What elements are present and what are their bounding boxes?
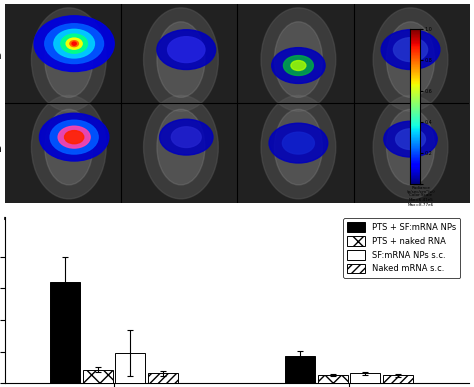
Bar [148, 373, 178, 383]
Text: 72h: 72h [0, 144, 2, 154]
Ellipse shape [39, 113, 109, 161]
Ellipse shape [160, 119, 213, 155]
Ellipse shape [171, 127, 201, 147]
Ellipse shape [58, 126, 90, 148]
Bar [82, 370, 113, 383]
Ellipse shape [61, 34, 88, 53]
Ellipse shape [157, 109, 205, 185]
Ellipse shape [144, 8, 219, 111]
Ellipse shape [157, 22, 205, 98]
Ellipse shape [45, 24, 103, 63]
Ellipse shape [64, 130, 84, 144]
Ellipse shape [396, 129, 426, 149]
Bar [285, 356, 315, 383]
Ellipse shape [50, 120, 98, 154]
Ellipse shape [261, 95, 336, 199]
Ellipse shape [31, 95, 106, 199]
Ellipse shape [373, 95, 448, 199]
Ellipse shape [386, 22, 435, 98]
Ellipse shape [31, 8, 106, 111]
Ellipse shape [54, 29, 94, 58]
Ellipse shape [269, 123, 328, 163]
Ellipse shape [274, 22, 322, 98]
Ellipse shape [291, 60, 306, 70]
Ellipse shape [66, 38, 82, 49]
Ellipse shape [283, 56, 313, 75]
Ellipse shape [168, 37, 205, 63]
Ellipse shape [373, 8, 448, 111]
Ellipse shape [283, 132, 314, 154]
Text: Color Scale
Min=6.41e5
Max=8.77e6: Color Scale Min=6.41e5 Max=8.77e6 [408, 194, 434, 207]
Bar [115, 353, 146, 383]
Legend: PTS + SF:mRNA NPs, PTS + naked RNA, SF:mRNA NPs s.c., Naked mRNA s.c.: PTS + SF:mRNA NPs, PTS + naked RNA, SF:m… [343, 218, 460, 277]
Text: Radiance
(p/sec/cm²/sr): Radiance (p/sec/cm²/sr) [407, 186, 435, 194]
Ellipse shape [34, 16, 114, 72]
Ellipse shape [70, 41, 78, 47]
Ellipse shape [384, 121, 437, 157]
Bar [50, 282, 80, 383]
Bar [318, 375, 347, 383]
Bar [383, 375, 413, 383]
Ellipse shape [386, 109, 435, 185]
Ellipse shape [45, 109, 93, 185]
Ellipse shape [261, 8, 336, 111]
Ellipse shape [393, 38, 428, 62]
Ellipse shape [274, 109, 322, 185]
Ellipse shape [72, 42, 76, 45]
Ellipse shape [381, 30, 440, 70]
Bar [350, 373, 381, 383]
Ellipse shape [157, 30, 216, 70]
Text: 24h: 24h [0, 51, 2, 61]
Ellipse shape [144, 95, 219, 199]
Ellipse shape [45, 22, 93, 98]
Ellipse shape [272, 48, 325, 84]
